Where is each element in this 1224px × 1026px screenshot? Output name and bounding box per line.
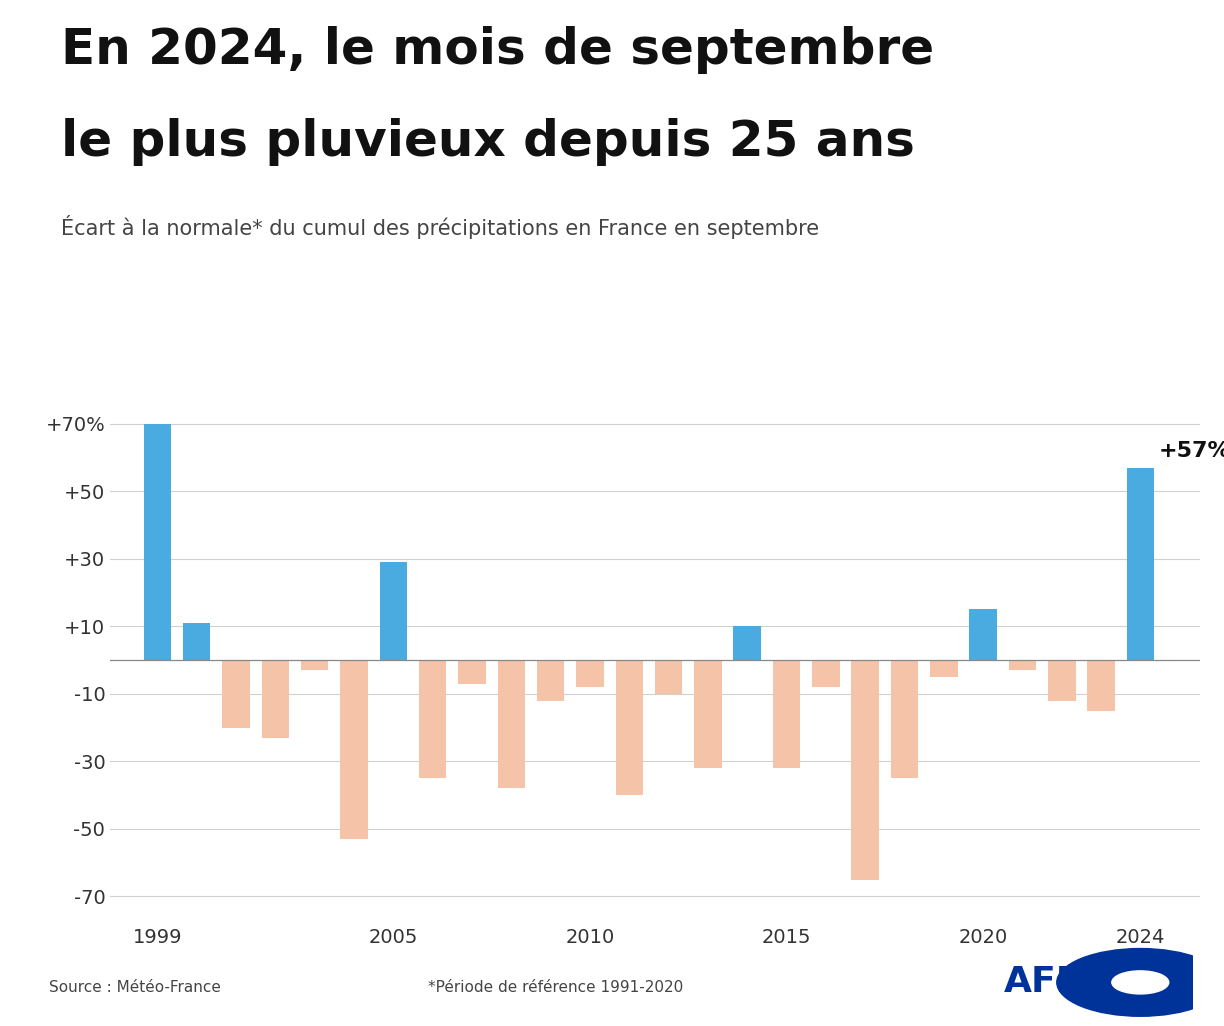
- Bar: [497, 660, 525, 788]
- Bar: [301, 660, 328, 670]
- Circle shape: [1111, 971, 1169, 994]
- Bar: [143, 424, 171, 660]
- Bar: [182, 623, 211, 660]
- Bar: [1009, 660, 1037, 670]
- Bar: [379, 562, 408, 660]
- Bar: [262, 660, 289, 738]
- Text: Écart à la normale* du cumul des précipitations en France en septembre: Écart à la normale* du cumul des précipi…: [61, 215, 819, 239]
- Bar: [852, 660, 879, 879]
- Text: En 2024, le mois de septembre: En 2024, le mois de septembre: [61, 26, 934, 74]
- Bar: [419, 660, 447, 778]
- Bar: [930, 660, 957, 677]
- Bar: [577, 660, 603, 687]
- Bar: [813, 660, 840, 687]
- Bar: [891, 660, 918, 778]
- Bar: [616, 660, 643, 795]
- Text: +57%: +57%: [1158, 441, 1224, 461]
- Bar: [655, 660, 682, 694]
- Bar: [340, 660, 367, 839]
- Bar: [458, 660, 486, 683]
- Bar: [969, 609, 998, 660]
- Text: le plus pluvieux depuis 25 ans: le plus pluvieux depuis 25 ans: [61, 118, 916, 166]
- Bar: [733, 626, 761, 660]
- Bar: [694, 660, 722, 768]
- Circle shape: [1056, 948, 1224, 1016]
- Bar: [223, 660, 250, 727]
- Bar: [1087, 660, 1115, 711]
- Text: Source : Météo-France: Source : Météo-France: [49, 980, 220, 995]
- Bar: [537, 660, 564, 701]
- Bar: [772, 660, 800, 768]
- Bar: [1127, 468, 1154, 660]
- Text: *Période de référence 1991-2020: *Période de référence 1991-2020: [428, 980, 684, 995]
- Text: AFP: AFP: [1004, 965, 1083, 999]
- Bar: [1048, 660, 1076, 701]
